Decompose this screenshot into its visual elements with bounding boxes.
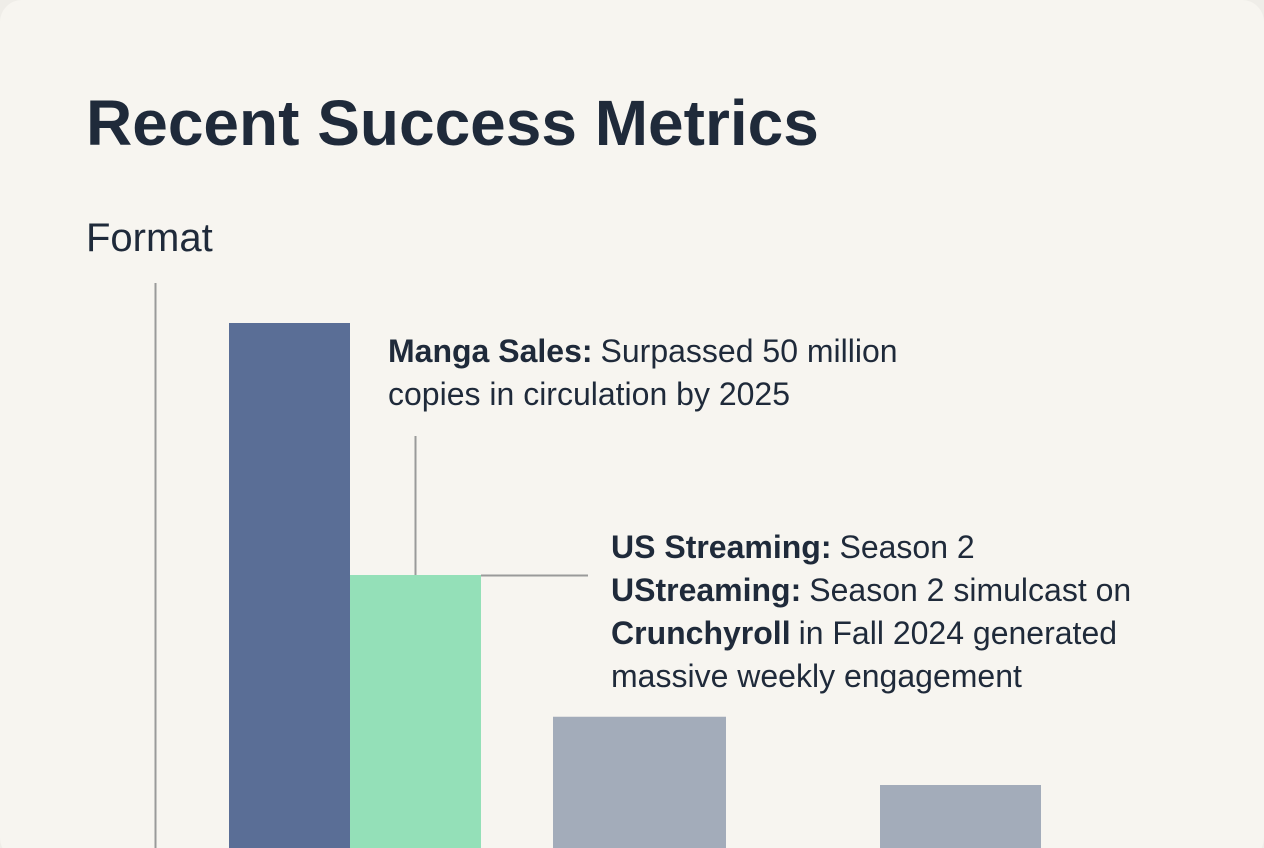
annotation-text: massive weekly engagement bbox=[611, 658, 1022, 694]
bar bbox=[880, 785, 1041, 848]
bar bbox=[229, 323, 350, 848]
annotation-text: copies in circulation by 2025 bbox=[388, 376, 790, 412]
annotation-line: copies in circulation by 2025 bbox=[388, 376, 790, 412]
annotation-bold: US Streaming: bbox=[611, 529, 831, 565]
annotation-bold: Crunchyroll bbox=[611, 615, 791, 651]
annotation-text: Surpassed 50 million bbox=[601, 333, 898, 369]
annotation-line: Manga Sales: Surpassed 50 million bbox=[388, 333, 898, 369]
chart-subtitle: Format bbox=[86, 216, 213, 260]
annotation-bold: Manga Sales: bbox=[388, 333, 593, 369]
annotation-text: Season 2 bbox=[839, 529, 974, 565]
annotation-text: in Fall 2024 generated bbox=[799, 615, 1117, 651]
annotation-line: massive weekly engagement bbox=[611, 658, 1022, 694]
annotation-text: Season 2 simulcast on bbox=[809, 572, 1131, 608]
chart-title: Recent Success Metrics bbox=[86, 87, 819, 159]
annotation-line: US Streaming: Season 2 bbox=[611, 529, 975, 565]
annotation-line: UStreaming: Season 2 simulcast on bbox=[611, 572, 1131, 608]
bar bbox=[553, 716, 726, 848]
annotation-bold: UStreaming: bbox=[611, 572, 801, 608]
annotation-line: Crunchyroll in Fall 2024 generated bbox=[611, 615, 1117, 651]
bar bbox=[350, 575, 481, 848]
